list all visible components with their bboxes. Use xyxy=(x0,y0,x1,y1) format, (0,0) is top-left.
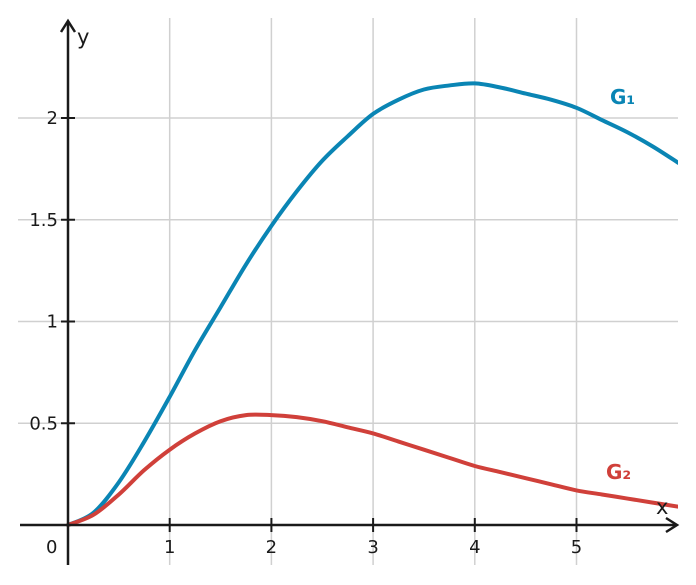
ticks: 1 2 3 4 5 0.5 1 1.5 2 xyxy=(29,108,582,558)
y-tick-label-2: 2 xyxy=(47,108,58,129)
series-label-1: G₁ xyxy=(610,85,635,109)
x-tick-label-5: 5 xyxy=(571,537,582,558)
origin-label: 0 xyxy=(46,537,57,558)
curves xyxy=(66,81,678,527)
y-tick-label-0.5: 0.5 xyxy=(29,413,58,434)
x-axis-label: x xyxy=(656,495,668,519)
x-tick-label-3: 3 xyxy=(367,537,378,558)
y-axis-label: y xyxy=(77,25,89,49)
y-tick-label-1: 1 xyxy=(47,312,58,333)
x-tick-label-2: 2 xyxy=(266,537,277,558)
series-label-2: G₂ xyxy=(606,460,631,484)
x-axis-arrow-icon xyxy=(665,516,680,534)
series-labels: G₁ G₂ xyxy=(606,85,635,484)
grid xyxy=(18,18,678,565)
series-line-1 xyxy=(66,81,678,527)
y-tick-label-1.5: 1.5 xyxy=(29,210,58,231)
series-line-2 xyxy=(66,412,678,527)
y-axis-arrow-icon xyxy=(59,18,77,33)
axes: x y 0 xyxy=(20,18,680,565)
x-tick-label-1: 1 xyxy=(164,537,175,558)
x-tick-label-4: 4 xyxy=(469,537,480,558)
